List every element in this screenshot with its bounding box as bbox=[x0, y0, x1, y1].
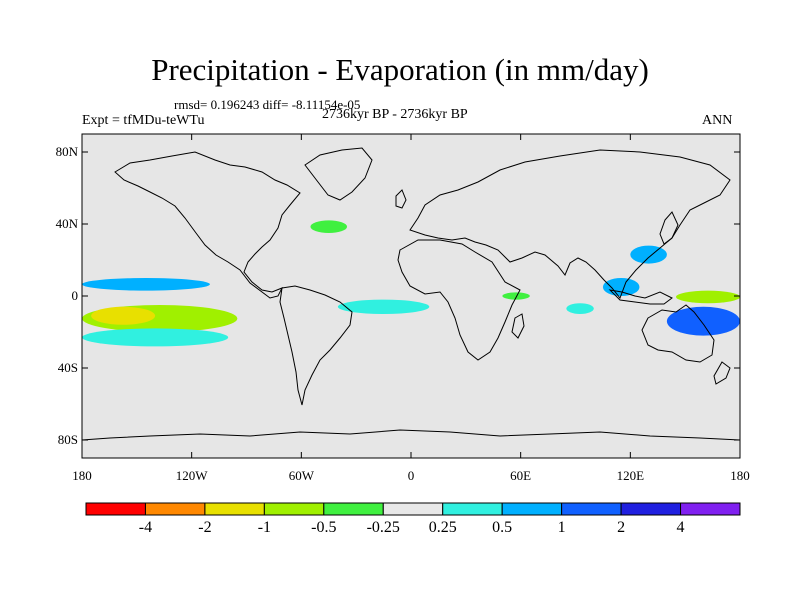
lon-label: 0 bbox=[407, 468, 415, 483]
antarctica-coast bbox=[82, 429, 740, 441]
lat-label: 40N bbox=[55, 216, 78, 231]
colorbar-swatch bbox=[85, 502, 146, 516]
colorbar-swatch bbox=[323, 502, 384, 516]
colorbar-swatch bbox=[442, 502, 503, 516]
africa-coast bbox=[397, 239, 521, 361]
lon-label: 180 bbox=[72, 468, 92, 483]
anomaly-equatorial-atlantic-wet bbox=[337, 299, 430, 314]
south-america-coast bbox=[279, 285, 353, 406]
experiment-label: Expt = tfMDu-teWTu bbox=[82, 113, 205, 128]
chart-title: Precipitation - Evaporation (in mm/day) bbox=[151, 52, 649, 87]
colorbar-swatch bbox=[561, 502, 622, 516]
colorbar-label: 0.5 bbox=[492, 519, 513, 536]
greenland-coast bbox=[304, 147, 373, 201]
lat-label: 40S bbox=[57, 360, 78, 375]
colorbar-swatch bbox=[382, 502, 444, 516]
lat-label: 80S bbox=[57, 432, 78, 447]
colorbar-label: 4 bbox=[676, 519, 685, 536]
lon-label: 60W bbox=[288, 468, 314, 483]
japan-coast bbox=[659, 211, 679, 245]
colorbar-swatch bbox=[144, 502, 206, 516]
anomaly-west-pacific-dry bbox=[676, 290, 740, 304]
anomaly-south-pacific-core bbox=[91, 306, 156, 325]
lat-label: 80N bbox=[55, 144, 78, 159]
period-text: 2736kyr BP - 2736kyr BP bbox=[322, 107, 468, 122]
lon-label: 180 bbox=[730, 468, 750, 483]
colorbar-swatch bbox=[620, 502, 682, 516]
lon-label: 60E bbox=[510, 468, 532, 483]
colorbar bbox=[85, 502, 741, 516]
lon-label: 120E bbox=[616, 468, 645, 483]
anomaly-equatorial-pacific-wet bbox=[82, 278, 210, 291]
anomaly-maritime-continent-wet bbox=[602, 278, 640, 296]
colorbar-label: -0.5 bbox=[311, 519, 337, 536]
colorbar-swatch bbox=[263, 502, 325, 516]
lat-label: 0 bbox=[71, 288, 79, 303]
colorbar-label: -4 bbox=[138, 519, 153, 536]
anomaly-indian-ocean-dry bbox=[502, 292, 530, 300]
colorbar-label: 1 bbox=[557, 519, 566, 536]
indonesia-coast bbox=[608, 289, 673, 305]
colorbar-label: -1 bbox=[257, 519, 272, 536]
anomaly-southwest-pacific-wet bbox=[666, 306, 740, 336]
anomaly-indian-ocean-wet bbox=[566, 303, 594, 314]
australia-coast bbox=[641, 304, 715, 363]
colorbar-label: -2 bbox=[198, 519, 212, 536]
colorbar-label: -0.25 bbox=[366, 519, 400, 536]
new-zealand-coast bbox=[713, 361, 731, 385]
anomaly-north-atlantic-dry bbox=[310, 220, 348, 233]
europe-asia-coast bbox=[409, 149, 731, 299]
stats-text: rmsd= 0.196243 diff= -8.11154e-05 bbox=[174, 97, 361, 112]
colorbar-label: 0.25 bbox=[428, 519, 457, 536]
anomaly-west-pacific-wet bbox=[630, 245, 667, 264]
anomaly-south-pacific-wet-band bbox=[82, 328, 229, 347]
madagascar-coast bbox=[511, 313, 525, 339]
lon-label: 120W bbox=[175, 468, 208, 483]
north-america-coast bbox=[114, 151, 301, 299]
anomaly-layer bbox=[82, 220, 740, 347]
season-label: ANN bbox=[702, 113, 733, 128]
coastlines bbox=[82, 147, 740, 441]
colorbar-swatch bbox=[501, 502, 563, 516]
colorbar-swatch bbox=[204, 502, 265, 516]
colorbar-swatch bbox=[680, 502, 741, 516]
map-background bbox=[82, 134, 740, 458]
axis-ticks bbox=[81, 134, 741, 458]
uk-coast bbox=[395, 189, 407, 209]
colorbar-label: 2 bbox=[617, 519, 626, 536]
